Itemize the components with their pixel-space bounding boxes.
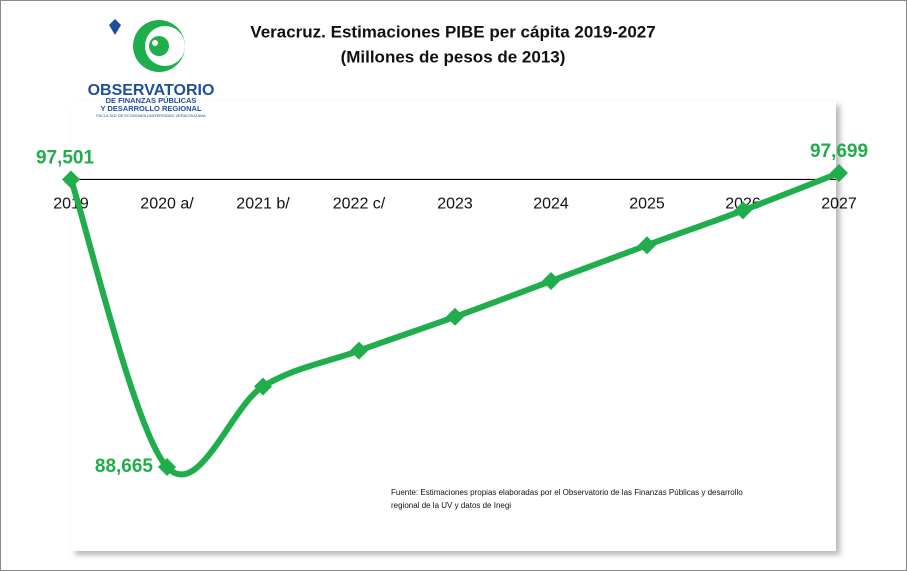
logo-line: Y DESARROLLO REGIONAL	[100, 104, 202, 113]
x-tick-label: 2022 c/	[333, 196, 386, 213]
data-label: 97,699	[810, 141, 868, 162]
chart-subtitle: (Millones de pesos de 2013)	[341, 47, 566, 66]
x-tick-label: 2020 a/	[140, 196, 194, 213]
marker	[830, 164, 848, 182]
marker	[638, 236, 656, 255]
logo-name: OBSERVATORIO	[88, 82, 215, 99]
marker	[542, 272, 560, 291]
x-tick-label: 2019	[53, 196, 89, 213]
x-tick-label: 2025	[629, 196, 665, 213]
marker	[446, 307, 464, 326]
x-tick-label: 2024	[533, 196, 569, 213]
x-tick-label: 2027	[821, 196, 857, 213]
data-label: 97,501	[36, 147, 95, 168]
x-tick-label: 2021 b/	[236, 196, 290, 213]
chart-title: Veracruz. Estimaciones PIBE per cápita 2…	[250, 22, 655, 41]
logo-line: FACULTAD DE ECONOMÍA UNIVERSIDAD VERACRU…	[96, 113, 206, 118]
data-label: 88,665	[95, 456, 154, 477]
x-tick-label: 2023	[437, 196, 473, 213]
marker	[158, 458, 176, 476]
source-note: regional de la UV y datos de Inegi	[391, 501, 511, 510]
marker	[62, 170, 80, 189]
logo-line: DE FINANZAS PÚBLICAS	[106, 96, 197, 105]
marker	[350, 341, 368, 360]
plot-area	[71, 101, 836, 551]
marker	[254, 377, 272, 396]
logo: OBSERVATORIO DE FINANZAS PÚBLICAS Y DESA…	[88, 19, 215, 118]
source-note: Fuente: Estimaciones propias elaboradas …	[391, 488, 743, 497]
marker	[734, 201, 752, 220]
